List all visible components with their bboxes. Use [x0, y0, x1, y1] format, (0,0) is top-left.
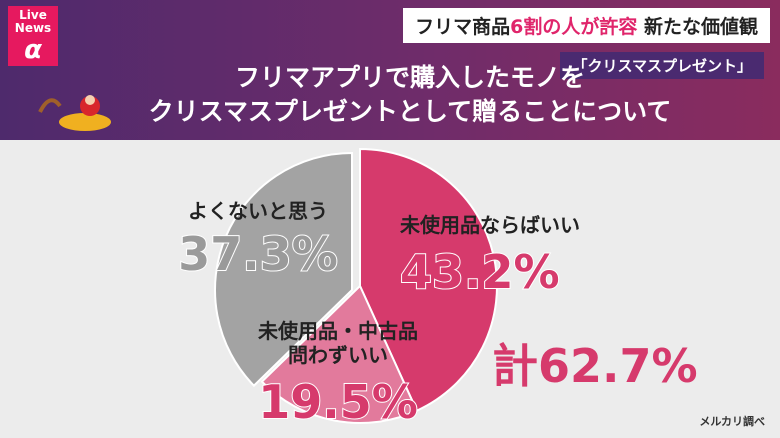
- pie-slice: [359, 147, 498, 413]
- value-label: 43.2%: [400, 245, 560, 299]
- logo-text: Live: [19, 8, 47, 22]
- value-label: 19.5%: [258, 375, 418, 429]
- total-label: 計62.7%: [492, 339, 698, 393]
- source: メルカリ調べ: [699, 414, 765, 428]
- category-label: 未使用品・中古品問わずいい: [258, 319, 418, 367]
- category-label: よくないと思う: [188, 199, 328, 223]
- headline-part: 6割の人が許容: [510, 16, 638, 38]
- subtitle: 「クリスマスプレゼント」: [560, 52, 764, 79]
- headline-part: 新たな価値観: [637, 16, 758, 38]
- category-label: 未使用品ならばいい: [400, 213, 580, 237]
- headline-part: フリマ商品: [415, 16, 511, 38]
- chart-title: フリマアプリで購入したモノをクリスマスプレゼントとして贈ることについて: [149, 63, 672, 126]
- logo: Live News α: [8, 6, 58, 66]
- headline: フリマ商品6割の人が許容 新たな価値観: [403, 8, 770, 43]
- santa-icon: [38, 95, 111, 131]
- logo-mark: α: [24, 35, 42, 65]
- pie-slice: [260, 284, 419, 424]
- pie-slice: [214, 151, 353, 388]
- value-label: 37.3%: [178, 227, 338, 281]
- logo-text: News: [14, 21, 52, 35]
